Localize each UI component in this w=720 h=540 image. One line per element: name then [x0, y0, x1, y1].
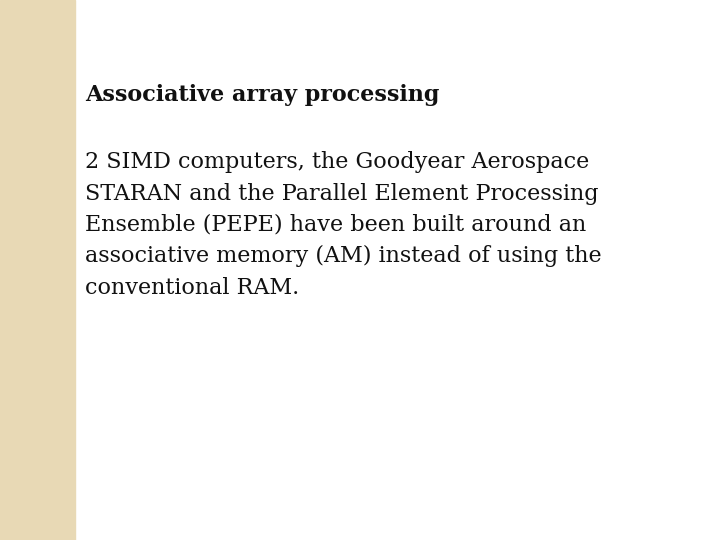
Text: 2 SIMD computers, the Goodyear Aerospace
STARAN and the Parallel Element Process: 2 SIMD computers, the Goodyear Aerospace…: [85, 151, 602, 299]
Text: Associative array processing: Associative array processing: [85, 84, 439, 106]
Bar: [0, 0, 75, 540]
